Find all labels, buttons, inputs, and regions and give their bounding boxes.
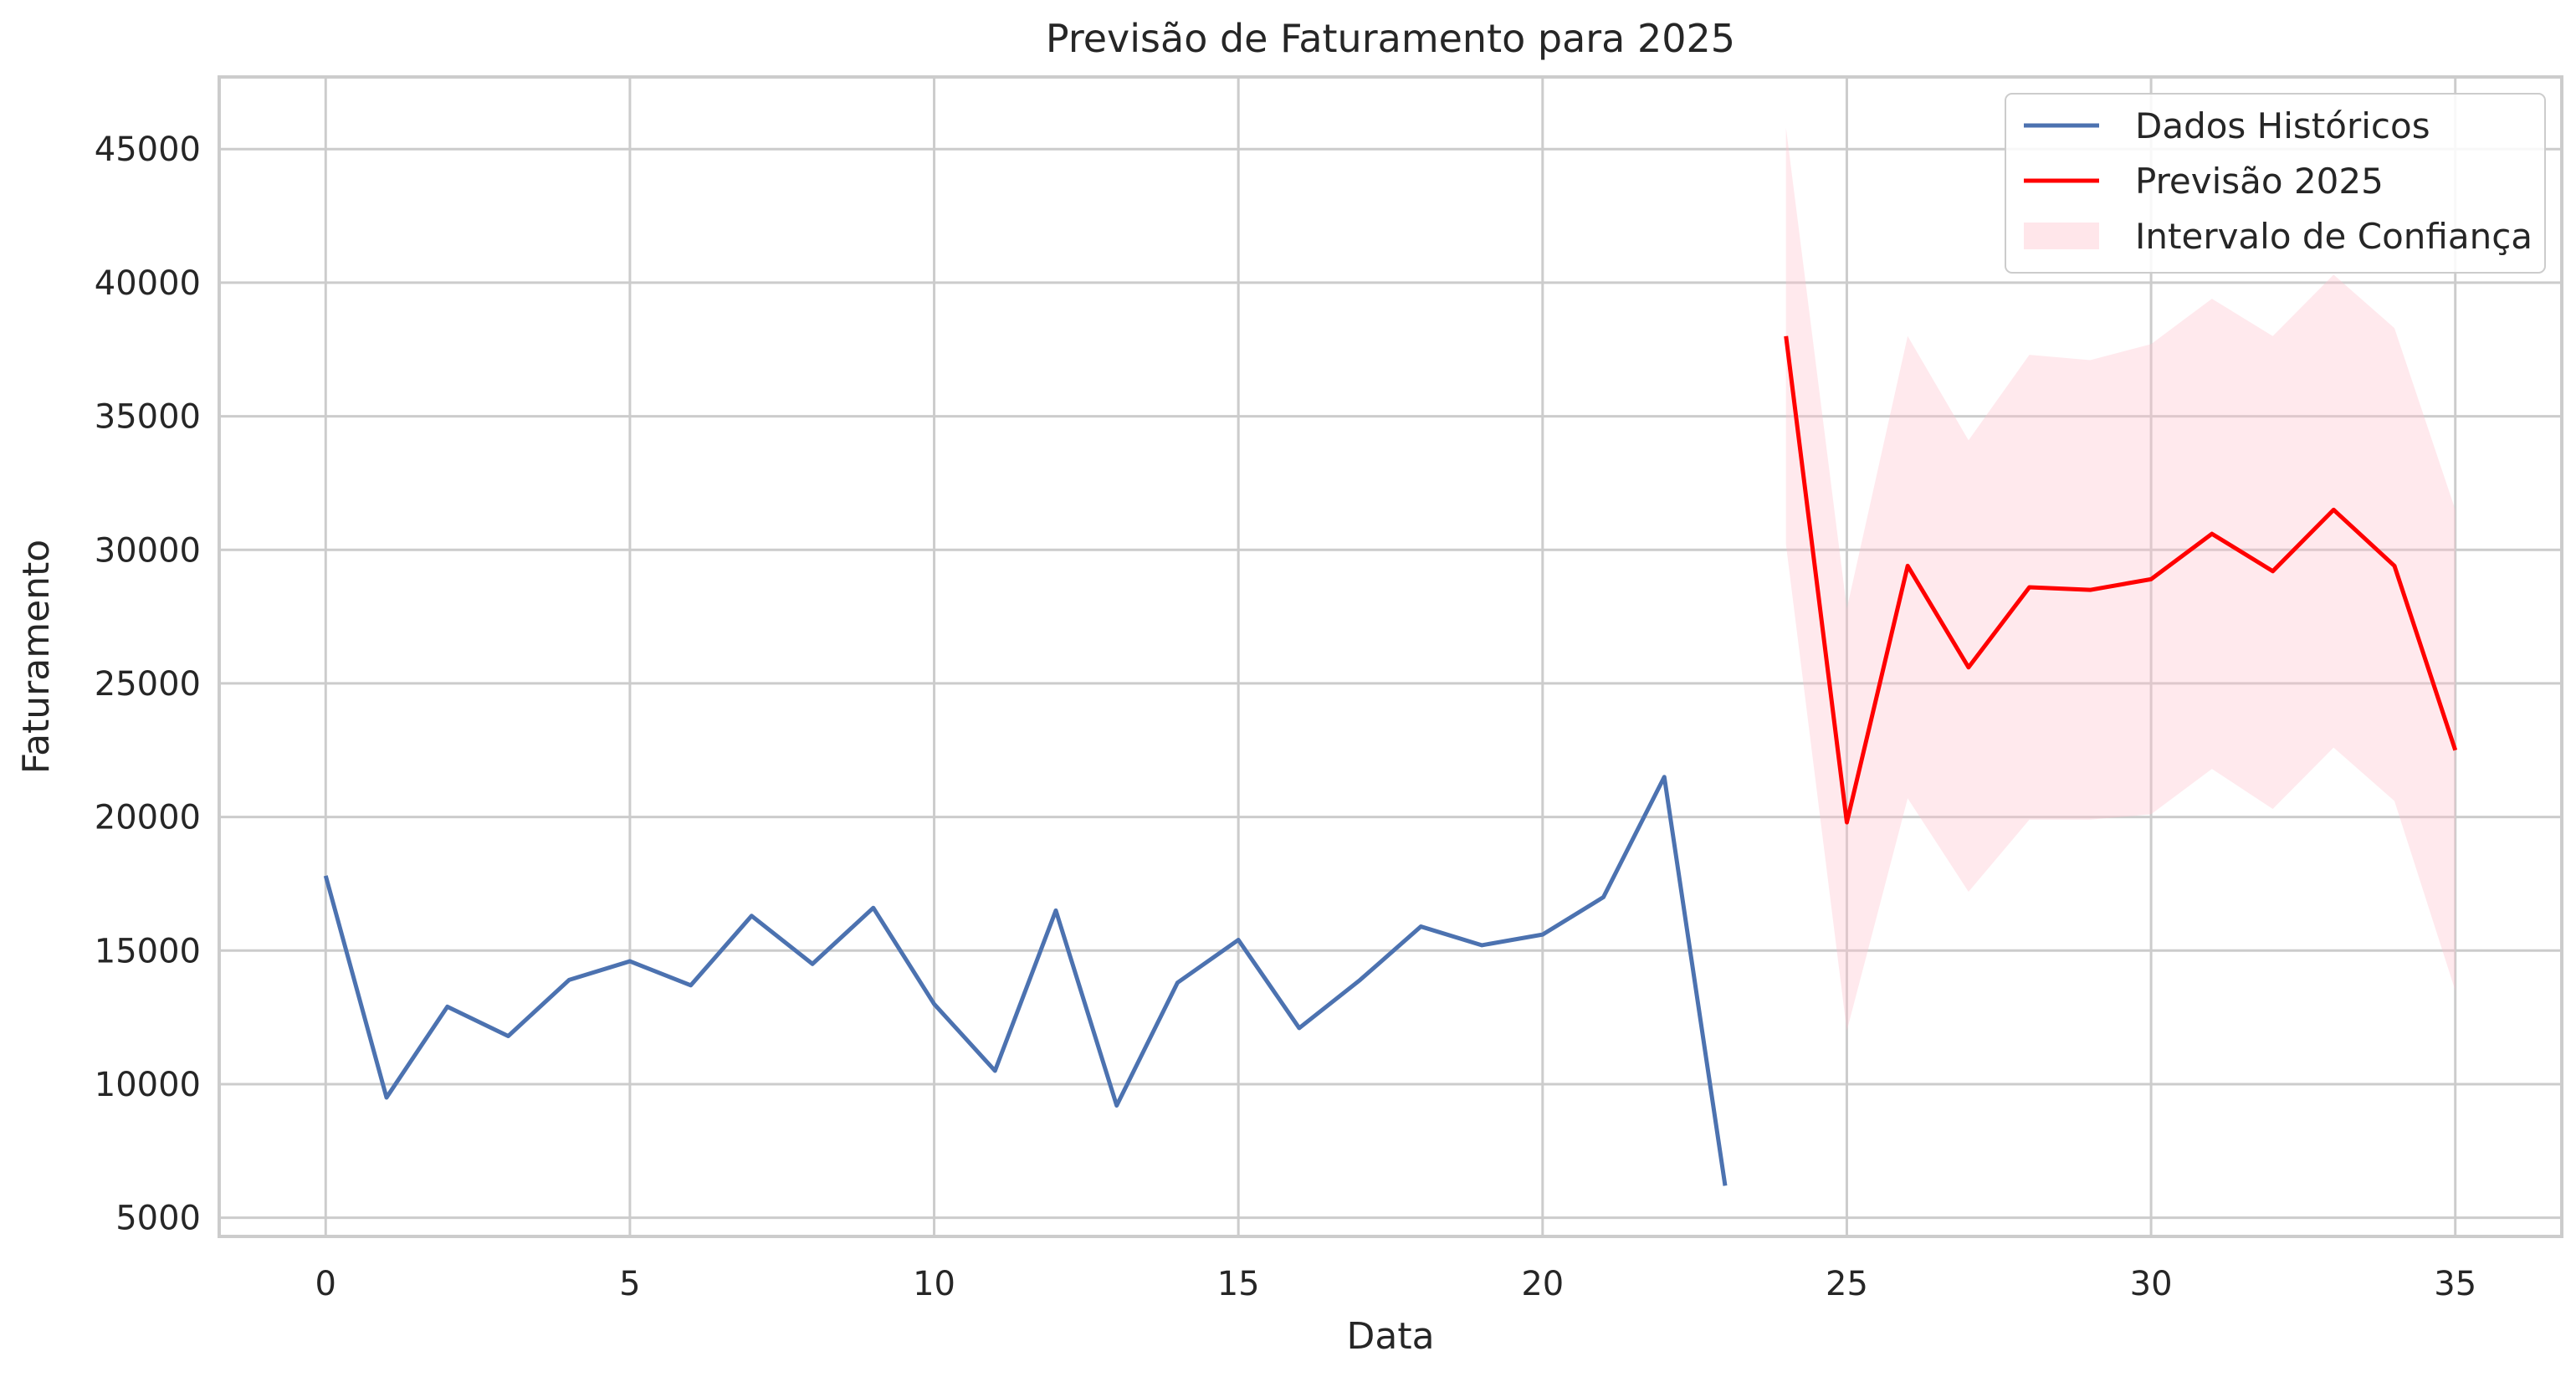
y-tick-label: 15000	[95, 932, 201, 970]
x-axis-label: Data	[1346, 1315, 1434, 1358]
x-tick-label: 0	[315, 1265, 336, 1303]
x-tick-label: 35	[2434, 1265, 2476, 1303]
y-tick-label: 30000	[95, 531, 201, 570]
x-tick-label: 20	[1521, 1265, 1564, 1303]
legend-label-historical: Dados Históricos	[2135, 105, 2430, 146]
y-tick-label: 40000	[95, 264, 201, 303]
legend-swatch-confidence	[2024, 223, 2099, 249]
x-tick-label: 25	[1826, 1265, 1868, 1303]
y-tick-label: 5000	[115, 1200, 201, 1238]
historical-series-line	[323, 775, 1728, 1186]
plot-frame	[218, 75, 2563, 1238]
chart-title: Previsão de Faturamento para 2025	[1046, 16, 1735, 61]
series-layer	[323, 335, 2458, 1186]
legend: Dados Históricos Previsão 2025 Intervalo…	[2005, 93, 2546, 274]
confidence-band	[1785, 127, 2456, 1031]
grid-layer	[219, 77, 2562, 1236]
confidence-band-layer	[1785, 127, 2456, 1031]
y-tick-labels: 5000 10000 15000 20000 25000 30000 35000 40000 4…	[95, 131, 201, 1237]
x-tick-label: 5	[619, 1265, 640, 1303]
x-tick-label: 15	[1217, 1265, 1260, 1303]
legend-label-forecast: Previsão 2025	[2135, 161, 2384, 202]
y-tick-label: 20000	[95, 799, 201, 837]
y-tick-label: 35000	[95, 398, 201, 437]
y-axis-label: Faturamento	[15, 540, 58, 774]
x-tick-label: 10	[913, 1265, 955, 1303]
x-tick-labels: 0 5 10 15 20 25 30 35	[315, 1265, 2477, 1303]
x-tick-label: 30	[2130, 1265, 2173, 1303]
y-tick-label: 25000	[95, 665, 201, 704]
legend-label-confidence: Intervalo de Confiança	[2135, 216, 2532, 257]
forecast-series-line	[1784, 335, 2458, 825]
y-tick-label: 45000	[95, 131, 201, 169]
legend-box	[2005, 93, 2546, 274]
y-tick-label: 10000	[95, 1066, 201, 1104]
